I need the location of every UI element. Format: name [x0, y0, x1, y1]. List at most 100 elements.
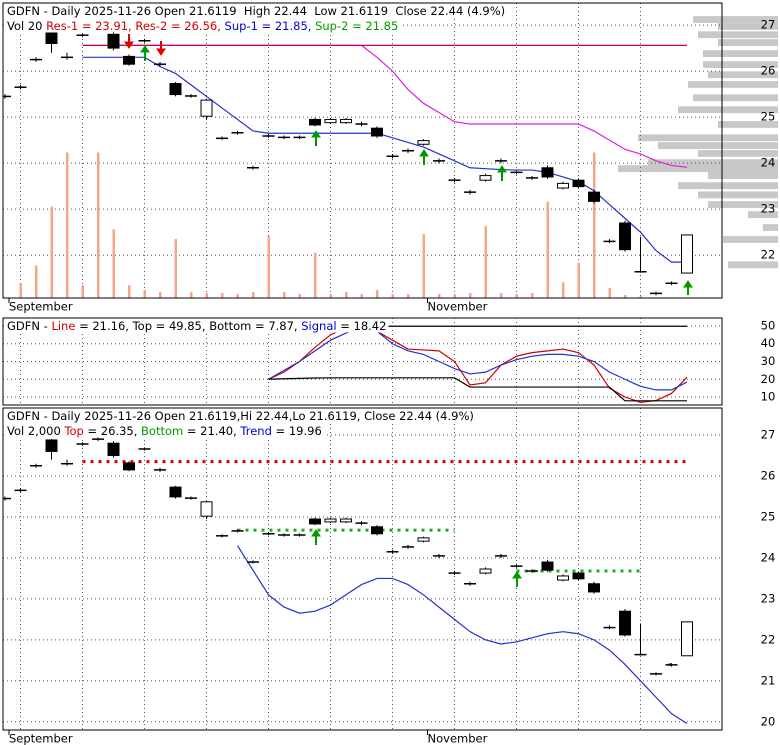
candle-body: [588, 191, 600, 202]
volume-bar: [112, 229, 115, 298]
candle-body: [681, 621, 693, 657]
legend-background: [5, 408, 476, 423]
volume-profile-bar: [703, 61, 778, 69]
volume-profile-bar: [708, 201, 778, 208]
candle-body: [200, 99, 213, 117]
y-tick-label: 25: [761, 509, 776, 523]
volume-bar: [283, 292, 286, 298]
volume-bar: [267, 236, 270, 298]
volume-profile-bar: [728, 261, 778, 269]
volume-bar: [484, 226, 487, 298]
candle-body: [541, 561, 554, 571]
candle-body: [309, 518, 321, 525]
volume-bar: [500, 293, 503, 298]
candle-body: [588, 583, 600, 593]
y-tick-label: 27: [761, 18, 776, 32]
y-tick-label: 20: [761, 714, 776, 728]
legend-text: Signal: [301, 319, 336, 333]
volume-profile-bar: [693, 16, 778, 23]
volume-profile-bar: [693, 94, 778, 102]
y-tick-label: 22: [761, 632, 776, 646]
volume-profile-bar: [708, 71, 778, 79]
legend-text: = 26.35,: [84, 424, 141, 438]
y-tick-label: 27: [761, 428, 776, 442]
series-line: [268, 327, 688, 391]
legend-text: GDFN - Daily 2025-11-26 Open 21.6119,Hi …: [7, 409, 474, 423]
volume-bar: [531, 293, 534, 298]
candle-body: [557, 575, 569, 581]
series-line: [236, 545, 688, 724]
buy-arrows: [140, 45, 693, 587]
legend-text: Res-2 = 26.56,: [135, 19, 224, 33]
volume-profile-bar: [698, 191, 778, 199]
legend-line: Vol 20 Res-1 = 23.91, Res-2 = 26.56, Sup…: [7, 19, 398, 33]
legend-text: = 21.40,: [183, 424, 240, 438]
volume-profile-bar: [648, 159, 778, 167]
y-tick-label: 23: [761, 591, 776, 605]
legend-text: Vol 20: [7, 19, 46, 33]
volume-bar: [314, 252, 317, 298]
volume-profile-bar: [763, 224, 778, 231]
volume-bar: [128, 285, 131, 298]
volume-profile-bar: [698, 31, 778, 39]
volume-bar: [190, 292, 193, 298]
volume-profile-bar: [748, 211, 778, 219]
legend-background: [5, 3, 508, 18]
volume-bar: [360, 294, 363, 298]
candle-body: [417, 140, 430, 145]
legend-background: [5, 423, 324, 438]
x-tick-label: November: [428, 300, 488, 314]
panel-frame: [2, 2, 723, 299]
legend-text: Vol 2,000: [7, 424, 64, 438]
y-tick-label: 24: [761, 550, 776, 564]
volume-profile-bar: [618, 165, 778, 173]
candle-body: [541, 167, 554, 178]
legend-line: GDFN - Daily 2025-11-26 Open 21.6119 Hig…: [7, 4, 505, 18]
candle-body: [417, 537, 430, 542]
volume-profile-bar: [678, 182, 778, 190]
volume-profile-bar: [688, 81, 778, 88]
volume-bar: [66, 152, 69, 298]
y-tick-label: 24: [761, 156, 776, 170]
volume-bar: [546, 201, 549, 298]
candle-body: [619, 610, 631, 636]
candle-body: [169, 486, 182, 498]
volume-bar: [345, 292, 348, 298]
volume-bar: [252, 292, 255, 298]
x-tick-label: November: [428, 732, 488, 745]
candle-body: [324, 518, 337, 523]
volume-bar: [515, 294, 518, 298]
legend-text: = 21.16, Top = 49.85, Bottom = 7.87,: [75, 319, 301, 333]
volume-bar: [593, 152, 596, 298]
y-tick-label: 26: [761, 469, 776, 483]
y-tick-label: 25: [761, 110, 776, 124]
volume-bar: [391, 294, 394, 298]
volume-bar: [298, 294, 301, 298]
y-tick-label: 23: [761, 202, 776, 216]
legend-line: Vol 2,000 Top = 26.35, Bottom = 21.40, T…: [7, 424, 322, 438]
candle-body: [479, 568, 492, 574]
y-tick-label: 26: [761, 64, 776, 78]
volume-bar: [608, 288, 611, 298]
series-line: [268, 377, 687, 402]
candle-body: [169, 83, 182, 96]
volume-bar: [422, 234, 425, 298]
panel: [3, 3, 778, 298]
volume-bar: [407, 294, 410, 298]
volume-bar: [205, 293, 208, 298]
volume-bar: [562, 282, 565, 298]
legend-text: GDFN -: [7, 319, 51, 333]
y-tick-label: 22: [761, 248, 776, 262]
volume-profile-bar: [703, 50, 778, 57]
y-tick-label: 20: [761, 372, 776, 386]
y-tick-label: 10: [761, 390, 776, 404]
legend-text: Trend: [239, 424, 271, 438]
x-tick-label: September: [9, 300, 73, 314]
volume-profile-bar: [708, 172, 778, 179]
candle-body: [309, 118, 321, 126]
volume-bar: [438, 294, 441, 298]
volume-profile-bar: [723, 236, 778, 243]
candle-body: [479, 175, 492, 181]
volume-profile-bar: [718, 39, 778, 46]
